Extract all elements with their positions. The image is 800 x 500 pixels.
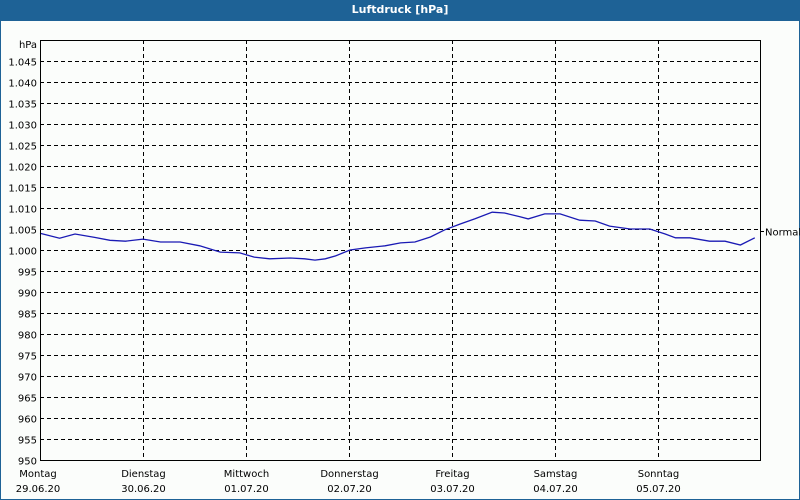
horizontal-gridlines xyxy=(40,61,760,440)
y-tick-label: 1.020 xyxy=(8,163,37,174)
y-tick-label: 1.005 xyxy=(8,226,37,237)
x-day-label: Mittwoch xyxy=(224,469,269,480)
chart-title: Luftdruck [hPa] xyxy=(0,0,800,21)
y-tick-label: 1.045 xyxy=(8,58,37,69)
y-tick-label: 965 xyxy=(18,394,37,405)
normal-reference-label: Normal xyxy=(765,228,800,239)
y-tick-label: 960 xyxy=(18,415,37,426)
x-day-label: Samstag xyxy=(534,469,578,480)
y-tick-label: 1.010 xyxy=(8,205,37,216)
y-tick-label: 1.040 xyxy=(8,79,37,90)
y-tick-label: 975 xyxy=(18,352,37,363)
y-tick-label: 1.035 xyxy=(8,100,37,111)
y-tick-label: 1.030 xyxy=(8,121,37,132)
y-tick-label: 955 xyxy=(18,436,37,447)
x-date-label: 30.06.20 xyxy=(121,484,166,495)
x-day-label: Dienstag xyxy=(121,469,166,480)
y-tick-label: 1.015 xyxy=(8,184,37,195)
x-day-label: Freitag xyxy=(435,469,469,480)
y-tick-label: 970 xyxy=(18,373,37,384)
y-tick-label: 980 xyxy=(18,331,37,342)
y-axis-tick-labels: 950 955 960 965 970 975 980 985 990 995 1.000 1.005… xyxy=(8,58,37,468)
x-date-label: 29.06.20 xyxy=(16,484,61,495)
x-day-label: Montag xyxy=(19,469,56,480)
x-date-label: 05.07.20 xyxy=(636,484,681,495)
x-date-label: 01.07.20 xyxy=(224,484,269,495)
x-date-label: 03.07.20 xyxy=(430,484,475,495)
x-date-label: 04.07.20 xyxy=(533,484,578,495)
pressure-series-line xyxy=(39,211,756,261)
y-tick-label: 950 xyxy=(18,457,37,468)
y-tick-label: 1.000 xyxy=(8,247,37,258)
y-tick-label: 985 xyxy=(18,310,37,321)
x-day-label: Donnerstag xyxy=(320,469,378,480)
y-axis-unit-label: hPa xyxy=(19,40,37,51)
x-day-label: Sonntag xyxy=(638,469,680,480)
plot-area-border xyxy=(40,40,761,461)
y-tick-label: 995 xyxy=(18,268,37,279)
x-axis-labels: Montag 29.06.20 Dienstag 30.06.20 Mittwoch 01… xyxy=(16,469,681,495)
x-date-label: 02.07.20 xyxy=(327,484,372,495)
y-tick-label: 990 xyxy=(18,289,37,300)
y-tick-label: 1.025 xyxy=(8,142,37,153)
